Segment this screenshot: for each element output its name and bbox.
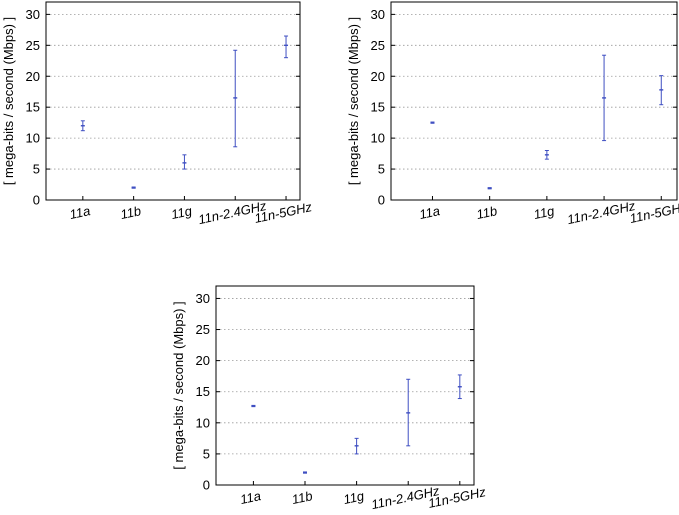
y-tick-label: 30	[26, 7, 40, 22]
y-tick-label: 15	[196, 384, 210, 399]
y-tick-label: 30	[371, 7, 385, 22]
y-tick-label: 20	[196, 353, 210, 368]
y-tick-label: 5	[378, 162, 385, 177]
plot-frame	[390, 1, 678, 201]
y-tick-label: 0	[378, 193, 385, 208]
chart-panel-2: 0 5 10 15 20 25 30 [ mega-bits / second (Mbps) …	[346, 1, 679, 227]
chart-panel-1: 0 5 10 15 20 25 30 [ mega-bits / second (Mbps) …	[1, 1, 314, 227]
plot-frame	[45, 1, 301, 201]
y-tick-label: 25	[196, 322, 210, 337]
y-tick-label: 20	[26, 69, 40, 84]
x-category-label: 11b	[475, 203, 498, 222]
x-category-label: 11n-5GHz	[628, 199, 679, 226]
y-tick-label: 10	[26, 131, 40, 146]
y-tick-label: 25	[26, 38, 40, 53]
x-category-label: 11a	[68, 203, 91, 222]
y-axis-label: [ mega-bits / second (Mbps) ]	[171, 301, 186, 469]
x-category-label: 11b	[119, 203, 142, 222]
x-category-label: 11g	[532, 203, 556, 222]
y-axis-label: [ mega-bits / second (Mbps) ]	[346, 17, 361, 185]
y-tick-label: 15	[371, 100, 385, 115]
y-tick-label: 5	[203, 446, 210, 461]
y-tick-label: 20	[371, 69, 385, 84]
y-axis-label: [ mega-bits / second (Mbps) ]	[1, 17, 16, 185]
y-tick-label: 15	[26, 100, 40, 115]
y-tick-label: 30	[196, 291, 210, 306]
y-tick-label: 25	[371, 38, 385, 53]
y-tick-label: 10	[371, 131, 385, 146]
x-category-label: 11b	[290, 488, 313, 507]
plot-frame	[215, 285, 475, 486]
y-tick-label: 0	[33, 193, 40, 208]
y-tick-label: 5	[33, 162, 40, 177]
x-category-label: 11g	[342, 488, 366, 507]
y-tick-label: 10	[196, 415, 210, 430]
x-category-label: 11n-2.4GHz	[566, 198, 637, 227]
chart-panel-3: 0 5 10 15 20 25 30 [ mega-bits / second (Mbps) …	[171, 285, 487, 512]
y-tick-label: 0	[203, 478, 210, 493]
x-category-label: 11g	[170, 203, 194, 222]
x-category-label: 11a	[239, 488, 262, 507]
x-category-label: 11a	[418, 203, 441, 222]
